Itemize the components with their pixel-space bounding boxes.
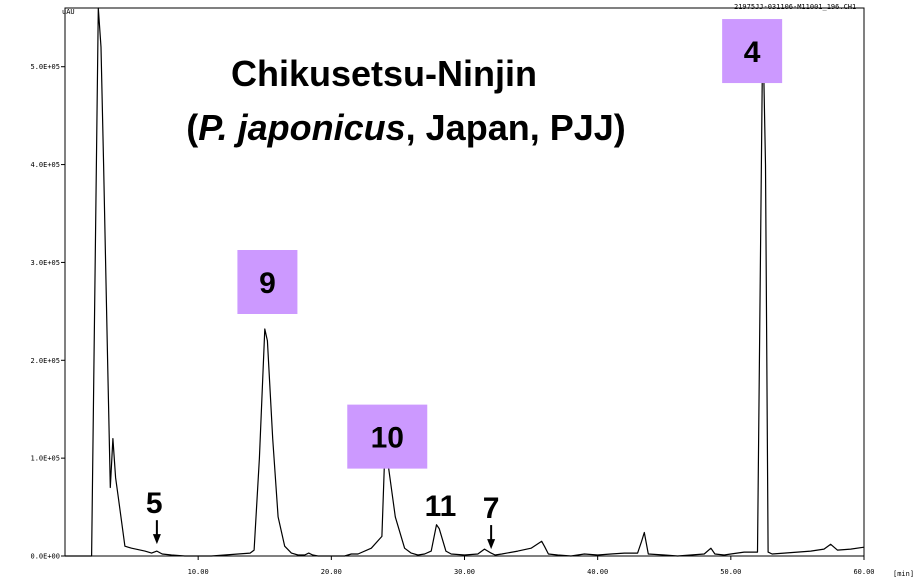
file-label: 21975JJ-031106-M11001_196.CH1 xyxy=(734,3,856,11)
peak-label-11: 11 xyxy=(425,490,457,523)
x-tick-label: 60.00 xyxy=(853,568,874,576)
x-tick-label: 20.00 xyxy=(321,568,342,576)
peak-label-text: 9 xyxy=(259,267,276,300)
x-tick-label: 40.00 xyxy=(587,568,608,576)
peak-label-9: 9 xyxy=(237,250,298,314)
y-tick-label: 4.0E+05 xyxy=(30,161,60,169)
peak-label-text: 10 xyxy=(371,422,404,455)
peak-label-text: 4 xyxy=(744,36,761,69)
peak-label-box xyxy=(722,19,783,84)
peak-arrow-head xyxy=(487,539,496,550)
peak-label-box xyxy=(347,404,428,469)
chart-annotations: 4 9 10 11 5 7 xyxy=(146,19,783,550)
title-rest: , Japan, PJJ) xyxy=(406,107,626,148)
y-tick-label: 1.0E+05 xyxy=(30,455,60,463)
x-tick-label: 30.00 xyxy=(454,568,475,576)
chart-title-line2: (P. japonicus, Japan, PJJ) xyxy=(186,107,626,148)
peak-label-4: 4 xyxy=(722,19,783,84)
peak-label-text: 7 xyxy=(483,492,500,525)
chart-series xyxy=(65,7,865,557)
title-genus: P. xyxy=(198,107,227,148)
title-paren-open: ( xyxy=(186,107,198,148)
y-tick-label: 2.0E+05 xyxy=(30,357,60,365)
x-tick-label: 10.00 xyxy=(188,568,209,576)
y-axis-unit-label: uAU xyxy=(62,8,75,16)
y-tick-label: 0.0E+00 xyxy=(30,553,60,561)
peak-label-10: 10 xyxy=(347,404,428,469)
peak-arrow-head xyxy=(152,534,161,545)
x-axis-unit-label: [min] xyxy=(893,570,914,578)
y-tick-label: 5.0E+05 xyxy=(30,63,60,71)
peak-label-box xyxy=(237,250,298,314)
peak-label-5: 5 xyxy=(146,487,163,545)
y-tick-label: 3.0E+05 xyxy=(30,259,60,267)
title-space xyxy=(228,107,238,148)
peak-label-7: 7 xyxy=(483,492,500,550)
chart-ticks: 0.0E+00 1.0E+05 2.0E+05 3.0E+05 4.0E+05 5.0E+… xyxy=(30,63,874,576)
x-tick-label: 50.00 xyxy=(720,568,741,576)
series-line xyxy=(65,7,865,557)
peak-label-text: 11 xyxy=(425,490,457,523)
chart-title-line1: Chikusetsu-Ninjin xyxy=(231,53,537,94)
title-species: japonicus xyxy=(234,107,406,148)
peak-label-text: 5 xyxy=(146,487,163,520)
